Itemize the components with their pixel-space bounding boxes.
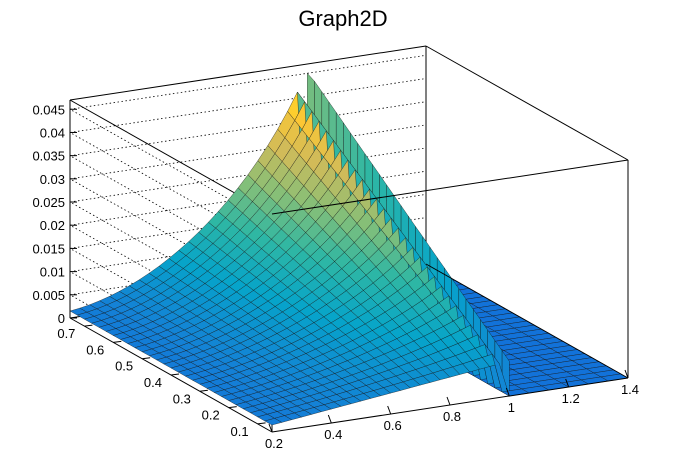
x-tick-mark <box>505 387 510 397</box>
z-tick-label: 0.005 <box>32 288 65 303</box>
grid-line <box>68 54 427 224</box>
frame-edge <box>271 159 629 215</box>
y-tick-label: 0.3 <box>173 391 191 406</box>
chart-title: Graph2D <box>298 6 387 31</box>
z-axis: 0 0.005 0.01 0.015 0.02 0.025 0.03 0.035 0.04 0.0… <box>32 100 77 326</box>
z-tick-label: 0.04 <box>40 125 65 140</box>
y-tick-mark <box>142 357 151 360</box>
y-tick-label: 0.4 <box>144 375 162 390</box>
y-tick-label: 0.6 <box>86 342 104 357</box>
x-tick-label: 1.2 <box>562 391 580 406</box>
y-tick-mark <box>170 373 180 376</box>
x-tick-mark <box>565 378 570 388</box>
grid-line <box>68 78 427 247</box>
x-tick-mark <box>268 423 273 433</box>
x-tick-label: 1.4 <box>621 382 639 397</box>
z-tick-label: 0.045 <box>32 102 65 117</box>
y-axis: 0.1 0.2 0.3 0.4 0.5 0.6 0.7 <box>57 324 266 439</box>
x-tick-mark <box>446 396 451 406</box>
x-tick-mark <box>624 369 629 379</box>
y-tick-mark <box>257 422 266 425</box>
x-tick-mark <box>327 414 332 424</box>
surface-mesh <box>69 72 629 426</box>
z-tick-label: 0.03 <box>40 172 65 187</box>
z-tick-label: 0.025 <box>32 195 65 210</box>
y-tick-mark <box>228 406 237 409</box>
z-tick-label: 0 <box>58 311 65 326</box>
z-tick-label: 0.01 <box>40 265 65 280</box>
x-tick-label: 0.8 <box>443 409 461 424</box>
x-tick-label: 0.4 <box>324 427 342 442</box>
z-tick-label: 0.02 <box>40 218 65 233</box>
y-tick-mark <box>84 324 93 327</box>
z-tick-label: 0.015 <box>32 241 65 256</box>
x-tick-label: 0.6 <box>384 418 402 433</box>
y-tick-label: 0.2 <box>202 408 220 423</box>
frame-edge <box>425 263 629 379</box>
z-tick-label: 0.035 <box>32 149 65 164</box>
y-tick-mark <box>199 389 208 392</box>
frame-edge <box>69 45 427 101</box>
x-axis: 0.2 0.4 0.6 0.8 1 1.2 1.4 <box>265 369 639 451</box>
frame-edge <box>425 45 629 161</box>
y-tick-label: 0.7 <box>57 326 75 341</box>
y-tick-mark <box>113 340 122 343</box>
y-tick-label: 0.5 <box>115 359 133 374</box>
y-tick-label: 0.1 <box>230 424 248 439</box>
x-tick-label: 0.2 <box>265 436 283 451</box>
x-tick-mark <box>387 405 392 415</box>
x-tick-label: 1 <box>508 400 515 415</box>
